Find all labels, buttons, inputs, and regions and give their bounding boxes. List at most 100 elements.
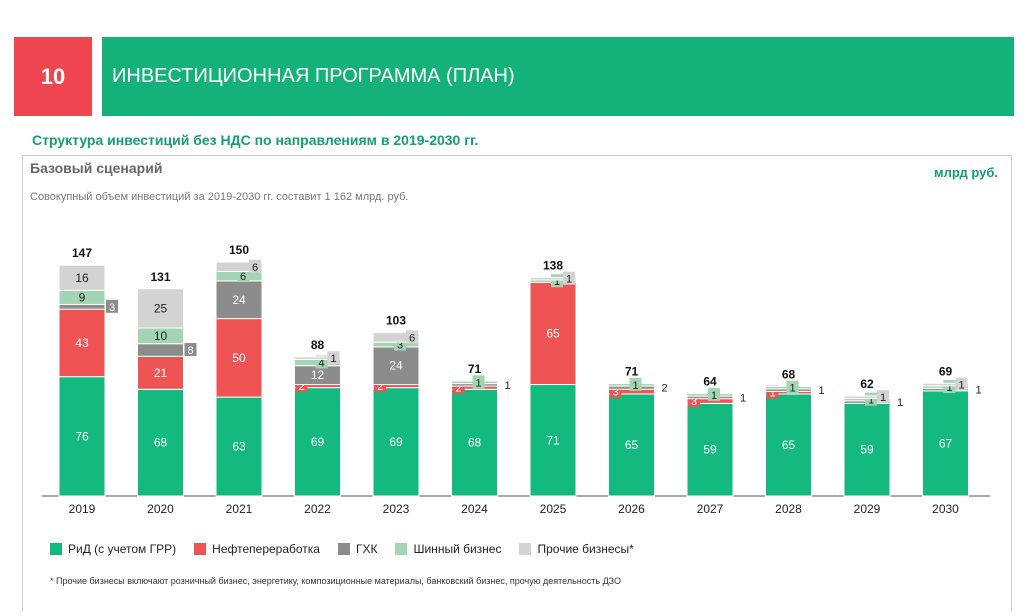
segment-label: 12 bbox=[311, 368, 325, 382]
bar-segment bbox=[215, 280, 263, 320]
segment-label: 24 bbox=[232, 293, 246, 307]
segment-label: 21 bbox=[154, 366, 168, 380]
segment-label-bg bbox=[237, 269, 249, 283]
segment-label: 65 bbox=[782, 438, 796, 452]
segment-label: 2 bbox=[298, 381, 304, 393]
segment-label: 67 bbox=[939, 436, 953, 450]
segment-label: 6 bbox=[240, 271, 246, 283]
segment-label: 43 bbox=[75, 336, 89, 350]
bar-segment bbox=[137, 343, 184, 357]
unit-label: млрд руб. bbox=[934, 165, 998, 180]
x-tick-label: 2027 bbox=[697, 502, 724, 516]
segment-label-bg bbox=[629, 377, 642, 391]
bar-segment bbox=[922, 382, 969, 387]
x-tick-label: 2021 bbox=[226, 502, 253, 516]
total-label: 147 bbox=[72, 246, 92, 260]
bar-segment bbox=[294, 387, 341, 497]
segment-label: 59 bbox=[860, 443, 874, 457]
bar-segment bbox=[58, 303, 106, 310]
total-label: 68 bbox=[782, 367, 796, 381]
bar-segment bbox=[529, 276, 577, 281]
x-tick-label: 2029 bbox=[854, 502, 881, 516]
segment-label: 1 bbox=[976, 385, 982, 397]
segment-label: 6 bbox=[252, 262, 258, 274]
bar-segment bbox=[137, 288, 184, 329]
segment-label: 65 bbox=[546, 327, 560, 341]
bar-segment bbox=[372, 332, 420, 343]
legend-swatch bbox=[194, 543, 207, 555]
segment-label-bg bbox=[472, 375, 485, 389]
segment-label: 71 bbox=[546, 433, 560, 447]
x-tick-label: 2030 bbox=[932, 502, 959, 516]
segment-label-bg bbox=[708, 387, 720, 401]
segment-label: 1 bbox=[505, 380, 511, 392]
legend-item: РиД (с учетом ГРР) bbox=[50, 542, 176, 556]
chart-frame bbox=[22, 155, 1012, 611]
footnote: * Прочие бизнесы включают розничный бизн… bbox=[50, 576, 621, 586]
segment-label: 68 bbox=[468, 436, 482, 450]
segment-label-bg bbox=[106, 299, 118, 313]
segment-label: 8 bbox=[187, 345, 193, 357]
bar-segment bbox=[215, 318, 263, 398]
segment-label: 63 bbox=[232, 440, 246, 454]
segment-label-bg bbox=[406, 330, 418, 344]
segment-label: 3 bbox=[691, 396, 697, 408]
bar-segment bbox=[529, 384, 577, 497]
segment-label: 1 bbox=[740, 392, 746, 404]
segment-label-bg bbox=[327, 351, 340, 365]
segment-label-bg bbox=[563, 271, 575, 285]
legend-item: ГХК bbox=[337, 542, 377, 556]
chart-subtitle: Структура инвестиций без НДС по направле… bbox=[32, 132, 479, 148]
segment-label-bg bbox=[786, 380, 799, 394]
x-tick-label: 2024 bbox=[461, 502, 488, 516]
segment-label: 2 bbox=[377, 381, 383, 393]
total-label: 71 bbox=[468, 362, 482, 376]
bar-segment bbox=[58, 376, 106, 497]
segment-label: 3 bbox=[612, 387, 618, 399]
x-tick-label: 2019 bbox=[69, 502, 96, 516]
x-tick-label: 2020 bbox=[147, 502, 174, 516]
segment-label: 1 bbox=[868, 395, 874, 407]
segment-label: 1 bbox=[769, 388, 775, 400]
total-label: 71 bbox=[625, 365, 639, 379]
bar-segment bbox=[58, 264, 106, 291]
bar-segment bbox=[765, 393, 812, 497]
bar-segment bbox=[922, 390, 969, 497]
bar-segment bbox=[58, 308, 106, 378]
bar-segment bbox=[372, 346, 420, 386]
segment-label: 6 bbox=[409, 332, 415, 344]
legend-item: Прочие бизнесы* bbox=[519, 542, 634, 556]
segment-label-bg bbox=[877, 390, 889, 404]
x-tick-label: 2022 bbox=[304, 502, 331, 516]
segment-label-bg bbox=[184, 342, 197, 356]
segment-label-bg bbox=[249, 259, 261, 273]
bar-segment bbox=[294, 356, 341, 360]
segment-label: 1 bbox=[554, 276, 560, 288]
x-tick-label: 2028 bbox=[775, 502, 802, 516]
segment-label: 9 bbox=[79, 290, 86, 304]
bar-segment bbox=[686, 402, 734, 497]
segment-label: 76 bbox=[75, 429, 89, 443]
legend: РиД (с учетом ГРР) Нефтепереработка ГХК … bbox=[50, 542, 634, 556]
slide-title: ИНВЕСТИЦИОННАЯ ПРОГРАММА (ПЛАН) bbox=[102, 37, 1014, 116]
segment-label: 1 bbox=[819, 385, 825, 397]
x-tick-label: 2026 bbox=[618, 502, 645, 516]
x-tick-label: 2023 bbox=[383, 502, 410, 516]
segment-label: 1 bbox=[958, 380, 964, 392]
total-label: 103 bbox=[386, 314, 406, 328]
segment-label: 1 bbox=[946, 382, 952, 394]
total-label: 62 bbox=[860, 377, 874, 391]
bar-segment bbox=[372, 387, 420, 497]
segment-label: 1 bbox=[897, 397, 903, 409]
total-label: 131 bbox=[150, 270, 170, 284]
segment-label: 2 bbox=[455, 383, 461, 395]
bar-segment bbox=[608, 393, 655, 497]
total-label: 88 bbox=[311, 338, 325, 352]
segment-label: 1 bbox=[711, 390, 717, 402]
segment-label: 1 bbox=[475, 377, 481, 389]
segment-label: 1 bbox=[330, 353, 336, 365]
total-label: 138 bbox=[543, 258, 563, 272]
segment-label: 1 bbox=[880, 392, 886, 404]
legend-swatch bbox=[337, 543, 350, 555]
